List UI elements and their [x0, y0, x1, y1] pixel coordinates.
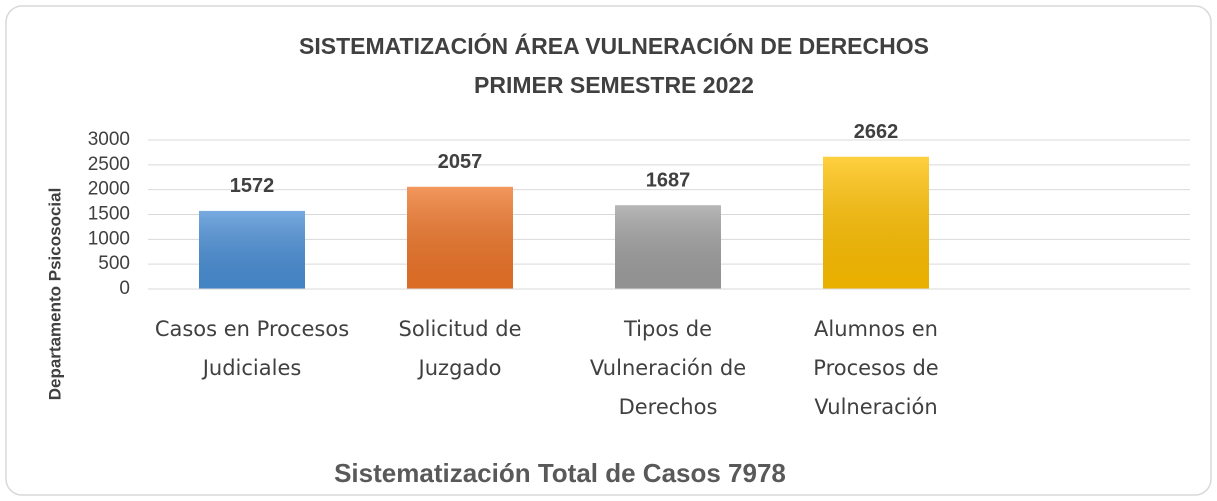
chart-frame — [5, 5, 1212, 496]
value-label: 1687 — [646, 169, 691, 191]
x-tick-label-box: Tipos de Vulneración de Derechos — [589, 317, 747, 419]
bar-shine — [823, 156, 929, 289]
x-axis-label: Sistematización Total de Casos 7978 — [334, 458, 786, 488]
x-tick-label: Tipos de Vulneración de Derechos — [589, 317, 747, 419]
y-tick-label: 1500 — [88, 204, 130, 225]
y-tick-label: 2500 — [88, 154, 130, 175]
y-tick-label: 500 — [98, 253, 130, 274]
y-tick-label: 1000 — [88, 228, 130, 249]
x-tick-label-box: Casos en Procesos Judiciales — [154, 317, 350, 380]
bar-shine — [615, 205, 721, 289]
x-tick-label-box: Solicitud de Juzgado — [398, 317, 522, 380]
value-label: 2057 — [438, 151, 483, 173]
y-tick-label: 3000 — [88, 129, 130, 150]
x-tick-label-box: Alumnos en Procesos de Vulneración — [813, 317, 939, 419]
y-tick-label: 0 — [119, 278, 130, 299]
value-label: 1572 — [230, 175, 275, 197]
chart-title: SISTEMATIZACIÓN ÁREA VULNERACIÓN DE DERE… — [299, 32, 929, 59]
y-tick-label: 2000 — [88, 179, 130, 200]
x-tick-label: Alumnos en Procesos de Vulneración — [813, 317, 939, 419]
x-tick-label: Casos en Procesos Judiciales — [154, 317, 350, 380]
bar-shine — [407, 186, 513, 289]
value-label: 2662 — [854, 121, 899, 143]
bar-shine — [199, 210, 305, 289]
chart-subtitle: PRIMER SEMESTRE 2022 — [474, 72, 754, 98]
y-axis-label: Departamento Psicosocial — [45, 188, 64, 401]
x-tick-label: Solicitud de Juzgado — [398, 317, 522, 380]
